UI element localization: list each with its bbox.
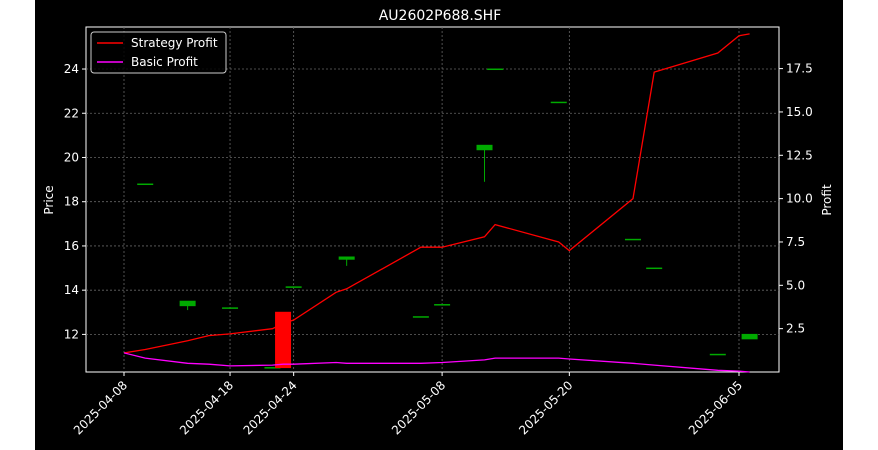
right-axis-ticks: 2.5 5.0 7.5 10.0 12.5 15.0 17.5 — [779, 62, 813, 336]
right-tick-label: 7.5 — [786, 235, 805, 249]
right-tick-label: 12.5 — [786, 148, 813, 162]
candle-body — [550, 101, 567, 104]
right-tick-label: 10.0 — [786, 192, 813, 206]
left-tick-label: 20 — [64, 150, 79, 164]
candle-body — [275, 311, 292, 369]
strategy-profit-line — [123, 33, 750, 354]
left-axis-label: Price — [42, 185, 56, 214]
x-tick-label: 2025-04-24 — [241, 378, 300, 437]
plot-area — [85, 26, 780, 373]
legend: Strategy Profit Basic Profit — [90, 31, 227, 74]
candle-body — [487, 68, 504, 71]
candle-body — [264, 367, 281, 369]
right-tick-label: 5.0 — [786, 278, 805, 292]
candle-body — [338, 256, 355, 260]
left-tick-label: 24 — [64, 62, 79, 76]
left-tick-label: 16 — [64, 239, 79, 253]
x-tick-label: 2025-04-08 — [71, 378, 130, 437]
x-tick-label: 2025-04-18 — [177, 378, 236, 437]
candle-body — [624, 238, 641, 241]
left-tick-label: 18 — [64, 195, 79, 209]
candle-body — [222, 307, 239, 309]
x-tick-label: 2025-06-05 — [686, 378, 745, 437]
basic-profit-line — [123, 352, 750, 373]
candle-body — [646, 267, 663, 270]
candle-body — [137, 183, 154, 186]
chart-title: AU2602P688.SHF — [379, 8, 502, 24]
right-tick-label: 17.5 — [786, 62, 813, 76]
left-tick-label: 12 — [64, 327, 79, 341]
left-axis-ticks: 12 14 16 18 20 22 24 — [64, 62, 86, 341]
right-tick-label: 2.5 — [786, 322, 805, 336]
profit-lines — [123, 33, 750, 373]
right-axis-label: Profit — [820, 184, 834, 216]
right-tick-label: 15.0 — [786, 105, 813, 119]
chart-canvas: AU2602P688.SHF 12 14 16 18 20 22 24 2.5 5.0 7.5 1… — [42, 8, 834, 437]
legend-basic-label: Basic Profit — [131, 55, 198, 69]
candle-body — [709, 353, 726, 356]
chart-figure: AU2602P688.SHF 12 14 16 18 20 22 24 2.5 5.0 7.5 1… — [35, 0, 843, 450]
candle-body — [476, 144, 493, 151]
left-tick-label: 22 — [64, 106, 79, 120]
candle-body — [285, 286, 302, 288]
candle-body — [179, 300, 196, 307]
x-tick-label: 2025-05-08 — [389, 378, 448, 437]
legend-strategy-label: Strategy Profit — [131, 36, 218, 50]
candle-body — [412, 316, 429, 318]
legend-box — [90, 31, 227, 74]
candle-body — [741, 333, 758, 340]
x-tick-label: 2025-05-20 — [516, 378, 575, 437]
candle-body — [434, 304, 451, 306]
x-axis-ticks: 2025-04-08 2025-04-18 2025-04-24 2025-05-08… — [71, 372, 745, 437]
left-tick-label: 14 — [64, 283, 79, 297]
